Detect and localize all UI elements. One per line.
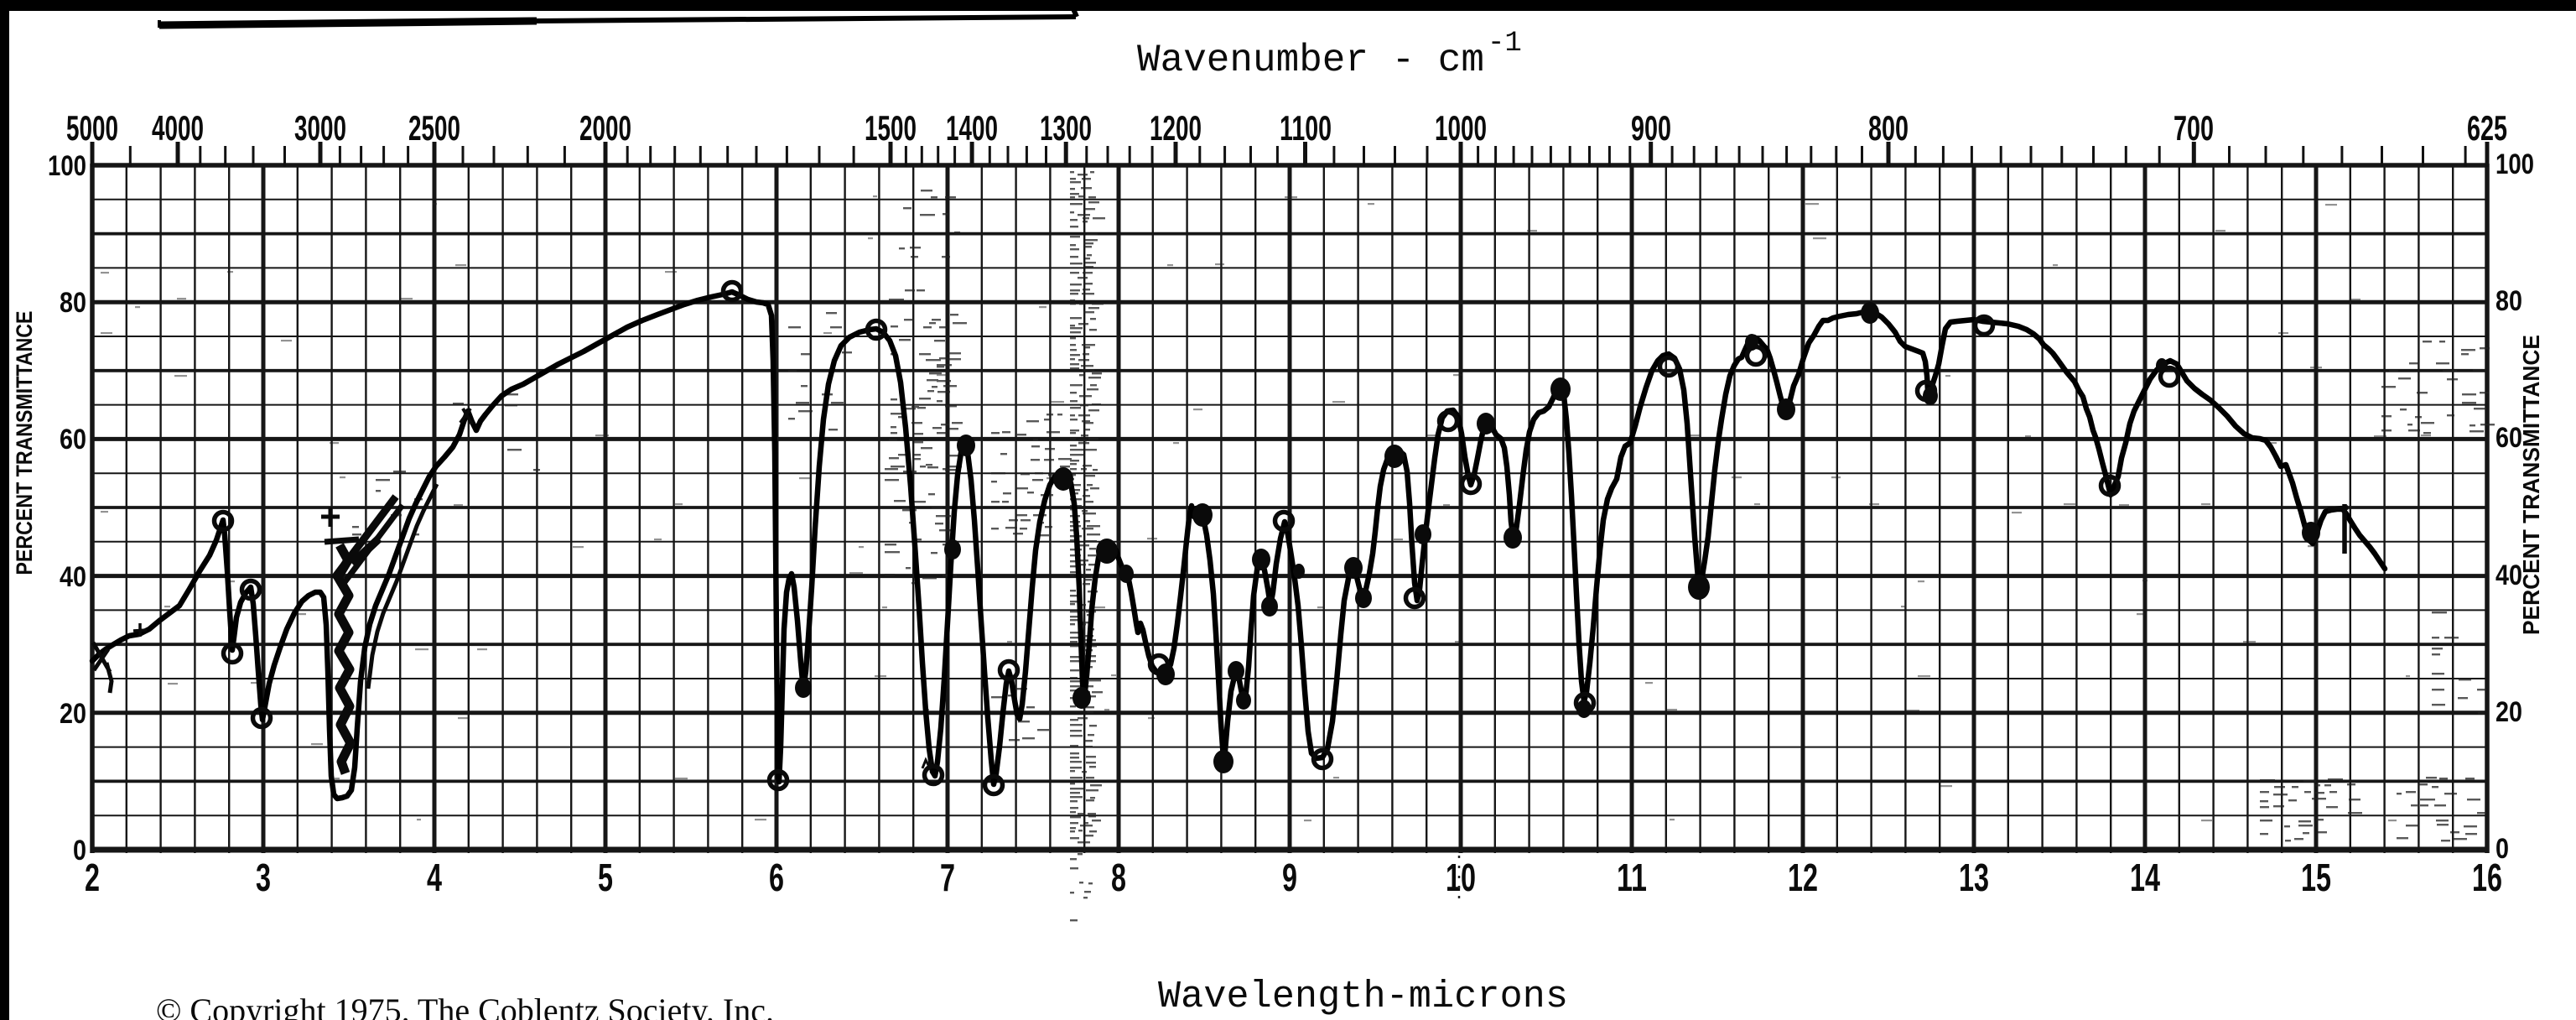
svg-text:7: 7: [940, 856, 955, 899]
svg-text:800: 800: [1868, 108, 1909, 148]
svg-text:900: 900: [1631, 108, 1671, 148]
svg-text:0: 0: [2496, 833, 2509, 865]
svg-text:PERCENT TRANSMITTANCE: PERCENT TRANSMITTANCE: [2518, 335, 2544, 635]
svg-text:9: 9: [1282, 856, 1297, 899]
svg-text:60: 60: [2496, 422, 2522, 454]
svg-text:1500: 1500: [865, 108, 917, 148]
svg-text:12: 12: [1788, 856, 1818, 899]
svg-text:6: 6: [769, 856, 784, 899]
svg-text:2500: 2500: [408, 108, 460, 148]
svg-text:20: 20: [60, 698, 86, 730]
svg-text:15: 15: [2301, 856, 2331, 899]
svg-text:PERCENT TRANSMITTANCE: PERCENT TRANSMITTANCE: [12, 311, 37, 575]
svg-text:2: 2: [85, 856, 100, 899]
svg-text:625: 625: [2467, 108, 2507, 148]
svg-text:20: 20: [2496, 696, 2522, 728]
svg-text:1400: 1400: [946, 108, 998, 148]
svg-text:2000: 2000: [579, 108, 631, 148]
svg-text:3000: 3000: [294, 108, 346, 148]
svg-text:1300: 1300: [1040, 108, 1092, 148]
svg-text:Wavelength-microns: Wavelength-microns: [1158, 976, 1568, 1018]
svg-text:40: 40: [60, 561, 86, 593]
svg-text:10: 10: [1446, 856, 1476, 899]
svg-text:60: 60: [60, 424, 86, 455]
svg-text:11: 11: [1617, 856, 1647, 899]
svg-text:-1: -1: [1488, 28, 1522, 60]
svg-text:1100: 1100: [1280, 108, 1332, 148]
svg-text:1200: 1200: [1150, 108, 1202, 148]
svg-text:Wavenumber - cm: Wavenumber - cm: [1137, 39, 1484, 82]
svg-text:100: 100: [2496, 148, 2534, 180]
svg-text:700: 700: [2174, 108, 2214, 148]
svg-text:5: 5: [598, 856, 613, 899]
svg-text:© Copyright 1975. The Coblentz: © Copyright 1975. The Coblentz Society. …: [156, 991, 774, 1020]
svg-text:8: 8: [1111, 856, 1126, 899]
svg-text:13: 13: [1959, 856, 1989, 899]
svg-text:80: 80: [60, 287, 86, 319]
svg-text:5000: 5000: [66, 108, 118, 148]
svg-text:16: 16: [2472, 856, 2502, 899]
svg-text:14: 14: [2130, 856, 2160, 899]
svg-text:100: 100: [48, 150, 86, 182]
svg-text:80: 80: [2496, 285, 2522, 317]
svg-text:4000: 4000: [152, 108, 204, 148]
svg-text:0: 0: [73, 835, 86, 866]
svg-text:1000: 1000: [1435, 108, 1487, 148]
svg-text:4: 4: [427, 856, 442, 899]
svg-text:40: 40: [2496, 559, 2522, 591]
svg-text:3: 3: [256, 856, 271, 899]
